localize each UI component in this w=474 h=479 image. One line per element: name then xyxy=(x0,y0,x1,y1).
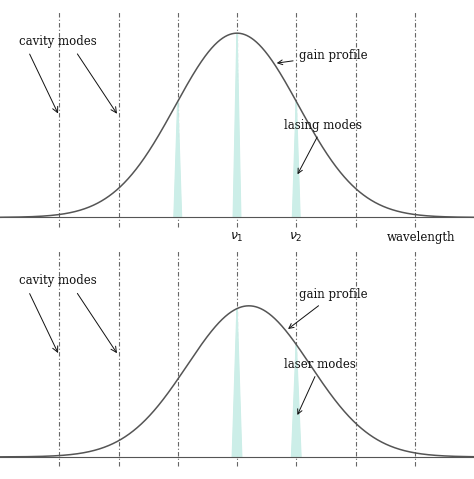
Polygon shape xyxy=(292,102,300,217)
Polygon shape xyxy=(233,33,241,217)
Text: $\nu_1$: $\nu_1$ xyxy=(230,231,244,244)
Text: wavelength: wavelength xyxy=(386,231,455,244)
Text: gain profile: gain profile xyxy=(289,288,367,329)
Text: lasing modes: lasing modes xyxy=(284,119,363,173)
Polygon shape xyxy=(174,102,182,217)
Text: gain profile: gain profile xyxy=(278,49,367,65)
Text: cavity modes: cavity modes xyxy=(19,35,97,48)
Text: cavity modes: cavity modes xyxy=(19,274,97,287)
Polygon shape xyxy=(232,308,242,457)
Polygon shape xyxy=(292,344,301,457)
Text: laser modes: laser modes xyxy=(284,358,356,414)
Text: $\nu_2$: $\nu_2$ xyxy=(290,231,303,244)
